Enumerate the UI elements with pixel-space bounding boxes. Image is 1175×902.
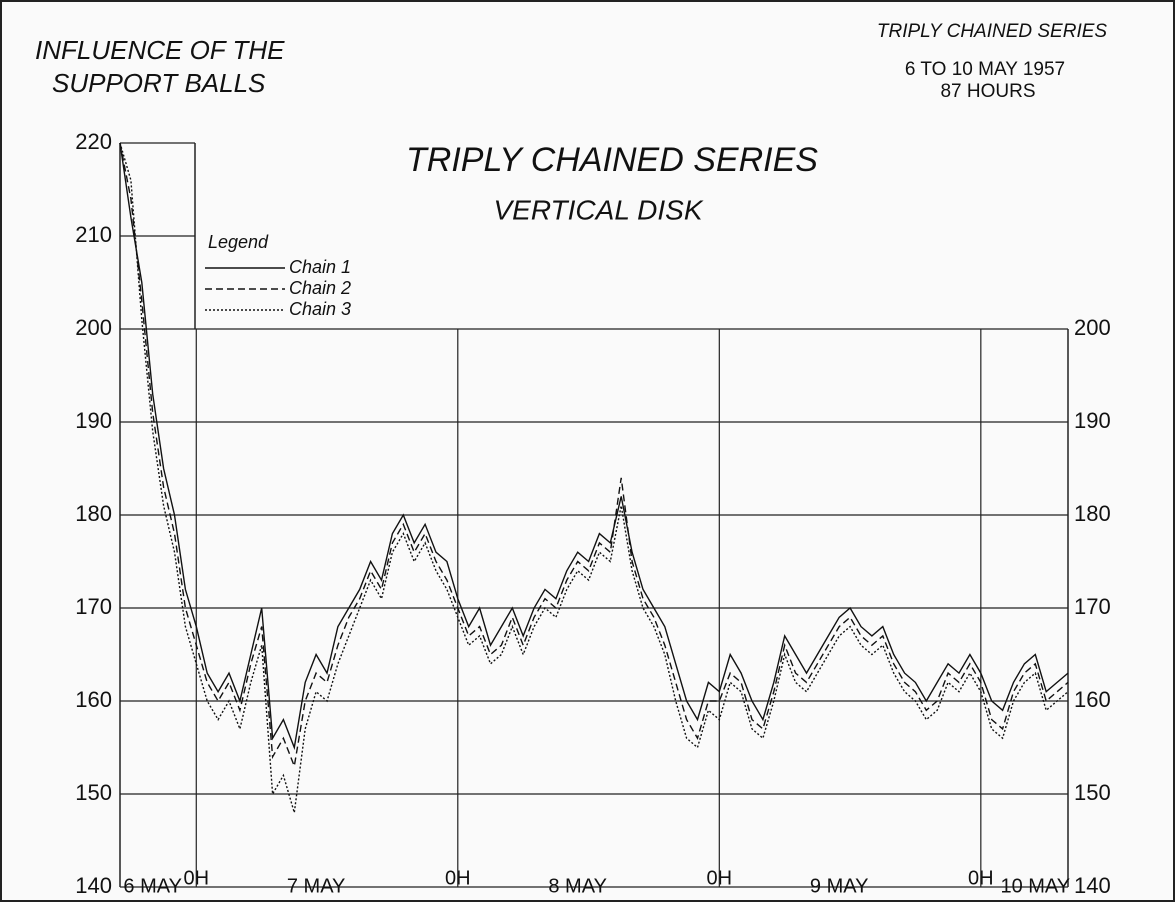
y-tick-label: 220: [75, 129, 112, 154]
legend-label: Chain 1: [289, 257, 351, 277]
chart-subtitle: TRIPLY CHAINED SERIES: [406, 141, 818, 179]
day-label: 7 MAY: [287, 875, 346, 897]
y2-tick-label: 150: [1074, 780, 1111, 805]
line-series: [119, 142, 1069, 751]
y2-tick-label: 160: [1074, 687, 1111, 712]
y-tick-label: 140: [75, 873, 112, 898]
chart-subtitle: VERTICAL DISK: [493, 194, 703, 225]
legend-label: Chain 2: [289, 278, 351, 298]
y2-tick-label: 190: [1074, 408, 1111, 433]
y-tick-label: 150: [75, 780, 112, 805]
y-tick-label: 200: [75, 315, 112, 340]
y2-tick-label: 170: [1074, 594, 1111, 619]
y2-tick-label: 200: [1074, 315, 1111, 340]
day-label: 10 MAY: [1000, 875, 1070, 897]
y-tick-label: 190: [75, 408, 112, 433]
y-tick-label: 160: [75, 687, 112, 712]
annotation: 87 HOURS: [940, 81, 1035, 102]
y-tick-label: 210: [75, 222, 112, 247]
y-tick-label: 180: [75, 501, 112, 526]
legend-title: Legend: [208, 232, 269, 252]
annotation: TRIPLY CHAINED SERIES: [877, 21, 1108, 42]
y2-tick-label: 140: [1074, 873, 1111, 898]
day-label: 9 MAY: [810, 875, 869, 897]
line-series: [119, 142, 1069, 769]
y-tick-label: 170: [75, 594, 112, 619]
day-label: 6 MAY: [123, 875, 182, 897]
legend-label: Chain 3: [289, 299, 351, 319]
y2-tick-label: 180: [1074, 501, 1111, 526]
day-label: 8 MAY: [548, 875, 607, 897]
line-series: [119, 142, 1069, 813]
chart-title: INFLUENCE OF THE: [35, 35, 285, 65]
annotation: 6 TO 10 MAY 1957: [905, 59, 1065, 80]
chart-title: SUPPORT BALLS: [52, 68, 266, 98]
